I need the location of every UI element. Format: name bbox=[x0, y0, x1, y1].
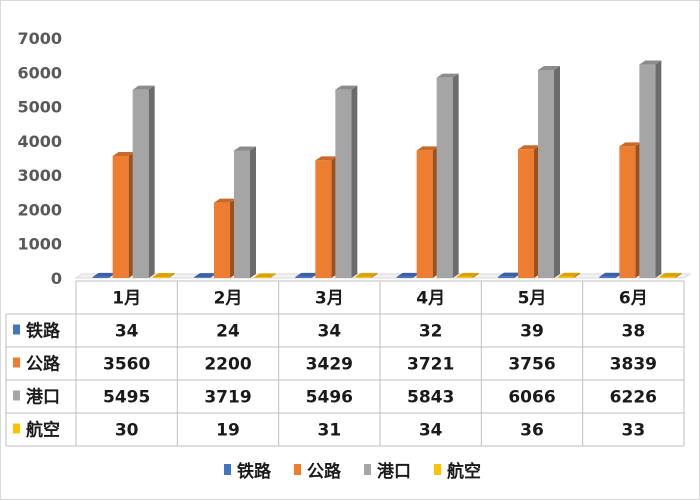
y-tick-label: 1000 bbox=[17, 235, 62, 254]
table-value: 30 bbox=[115, 421, 139, 441]
table-value: 19 bbox=[216, 421, 240, 441]
legend-key bbox=[434, 464, 441, 475]
table-value: 39 bbox=[520, 322, 544, 342]
bar-航空-4月 bbox=[456, 272, 479, 278]
table-value: 34 bbox=[419, 421, 443, 441]
table-value: 34 bbox=[115, 322, 139, 342]
table-value: 34 bbox=[317, 322, 341, 342]
bar-港口-6月 bbox=[639, 60, 662, 279]
y-tick-label: 4000 bbox=[17, 132, 62, 151]
bar-港口-1月 bbox=[132, 85, 155, 278]
table-series-label: 铁路 bbox=[26, 321, 61, 342]
y-tick-label: 5000 bbox=[17, 98, 62, 117]
table-value: 3719 bbox=[204, 388, 251, 408]
legend-key bbox=[224, 464, 231, 475]
bar-公路-6月 bbox=[619, 142, 642, 278]
bar-航空-5月 bbox=[558, 272, 580, 278]
table-value: 6226 bbox=[610, 388, 657, 408]
legend-key bbox=[294, 464, 301, 475]
bar-航空-2月 bbox=[254, 273, 276, 278]
table-legend-key bbox=[13, 390, 20, 401]
table-value: 24 bbox=[216, 322, 240, 342]
table-value: 31 bbox=[317, 421, 341, 441]
y-tick-label: 7000 bbox=[17, 29, 62, 48]
table-value: 38 bbox=[621, 322, 645, 342]
table-series-label: 公路 bbox=[26, 354, 61, 375]
bar-航空-1月 bbox=[152, 272, 175, 278]
bar-公路-3月 bbox=[315, 156, 338, 278]
bar-港口-4月 bbox=[436, 73, 459, 278]
table-value: 3560 bbox=[103, 355, 150, 375]
bar-公路-5月 bbox=[518, 145, 540, 278]
x-category-label: 1月 bbox=[112, 289, 141, 309]
table-value: 3839 bbox=[610, 355, 657, 375]
bar-公路-2月 bbox=[214, 198, 236, 278]
y-tick-label: 6000 bbox=[17, 63, 62, 82]
x-category-label: 3月 bbox=[315, 289, 344, 309]
y-tick-label: 2000 bbox=[17, 200, 62, 219]
table-series-label: 港口 bbox=[26, 387, 60, 408]
legend-key bbox=[364, 464, 371, 475]
x-category-label: 2月 bbox=[214, 289, 243, 309]
table-legend-key bbox=[13, 324, 20, 335]
table-value: 6066 bbox=[508, 388, 555, 408]
x-category-label: 5月 bbox=[518, 289, 547, 309]
bar-公路-1月 bbox=[112, 151, 135, 278]
bar-航空-6月 bbox=[659, 272, 682, 278]
bar-港口-2月 bbox=[234, 146, 256, 278]
y-tick-label: 0 bbox=[51, 269, 62, 288]
table-value: 3721 bbox=[407, 355, 454, 375]
bar-航空-3月 bbox=[355, 272, 378, 278]
bar-港口-3月 bbox=[335, 85, 358, 279]
table-value: 5496 bbox=[306, 388, 353, 408]
table-series-label: 航空 bbox=[26, 420, 60, 441]
bar-港口-5月 bbox=[538, 66, 560, 278]
table-legend-key bbox=[13, 423, 20, 434]
x-category-label: 4月 bbox=[416, 289, 445, 309]
table-legend-key bbox=[13, 357, 20, 368]
table-value: 32 bbox=[419, 322, 443, 342]
y-tick-label: 3000 bbox=[17, 166, 62, 185]
table-value: 5495 bbox=[103, 388, 150, 408]
table-value: 5843 bbox=[407, 388, 454, 408]
table-value: 3756 bbox=[508, 355, 555, 375]
table-value: 3429 bbox=[306, 355, 353, 375]
table-value: 36 bbox=[520, 421, 544, 441]
table-value: 33 bbox=[621, 421, 645, 441]
legend-label: 航空 bbox=[447, 461, 481, 482]
legend-label: 港口 bbox=[377, 461, 411, 482]
bar-公路-4月 bbox=[416, 146, 439, 278]
table-value: 2200 bbox=[204, 355, 251, 375]
x-category-label: 6月 bbox=[619, 289, 648, 309]
legend-label: 铁路 bbox=[237, 461, 272, 482]
legend-label: 公路 bbox=[307, 461, 342, 482]
